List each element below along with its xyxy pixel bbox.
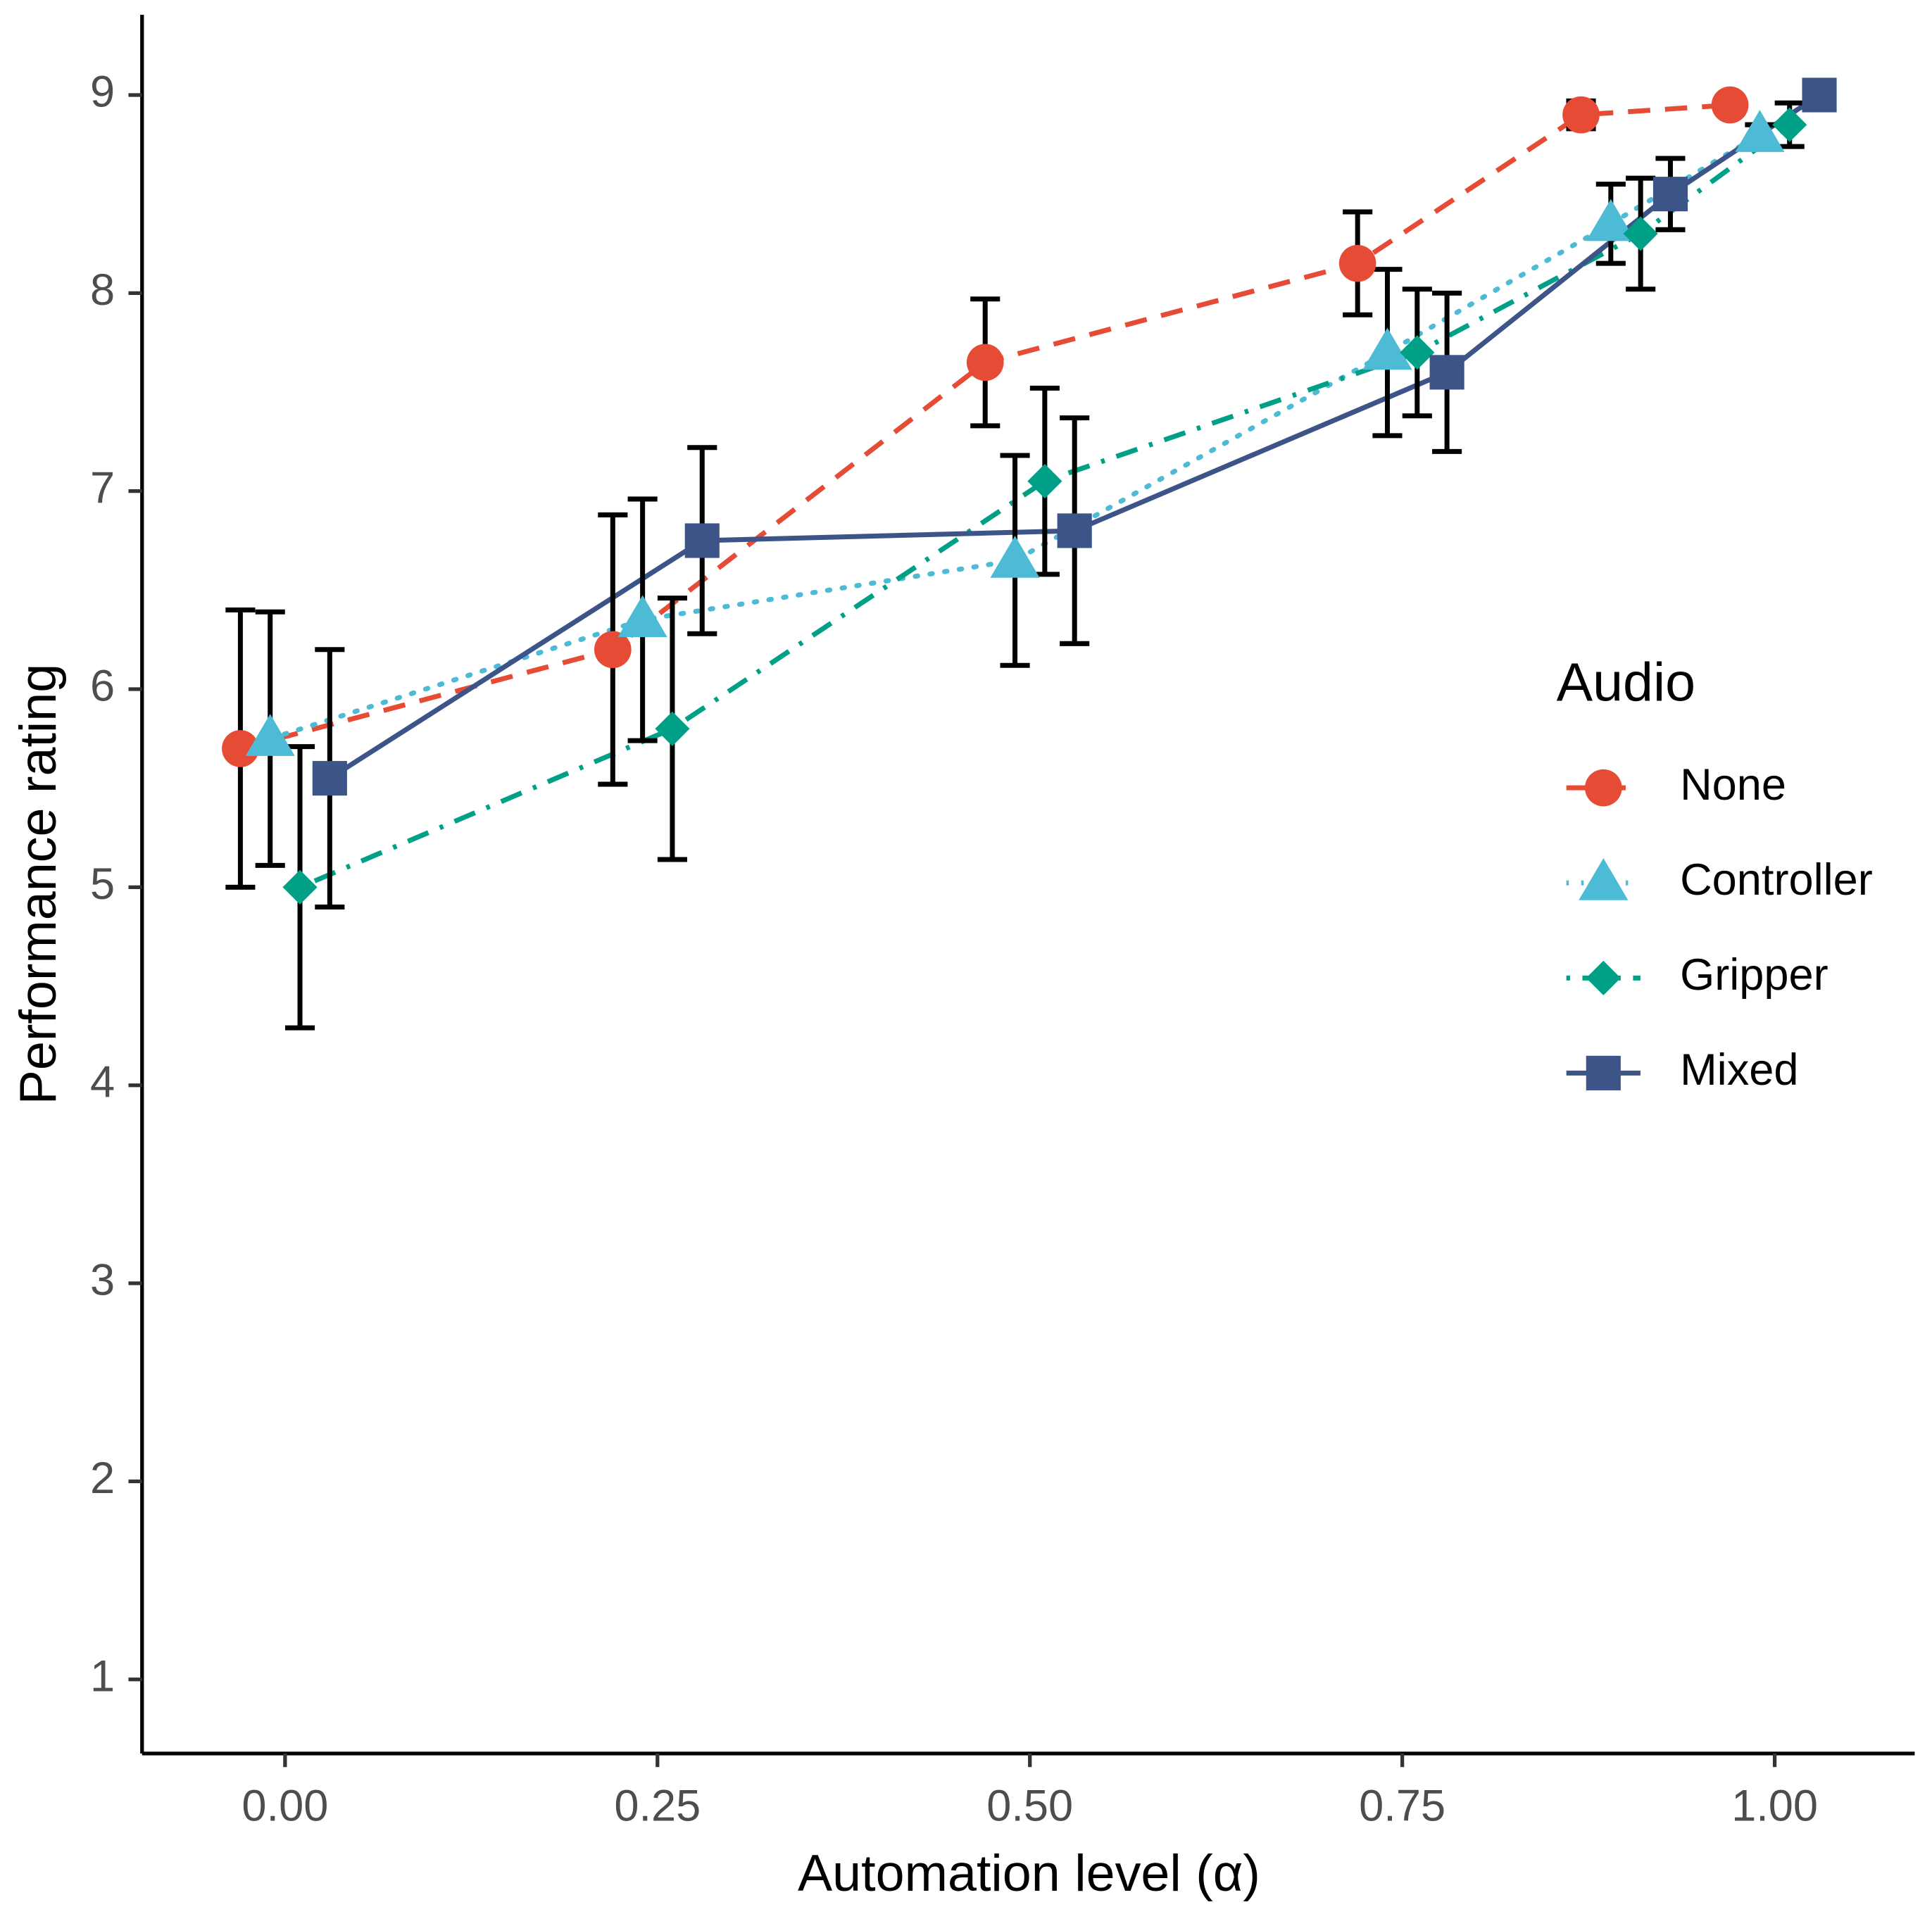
data-point [1586, 199, 1636, 241]
data-point [1057, 513, 1092, 548]
legend-label: None [1680, 760, 1786, 810]
data-point [1562, 96, 1600, 134]
y-tick-label: 1 [90, 1651, 115, 1701]
data-point [1802, 77, 1837, 113]
series-line [239, 102, 1731, 751]
data-point [966, 344, 1004, 382]
data-point [245, 714, 295, 756]
data-point [1623, 216, 1658, 251]
legend-key-marker [1586, 960, 1621, 995]
y-tick-label: 5 [90, 860, 115, 909]
x-tick-label: 1.00 [1731, 1782, 1818, 1831]
data-point [655, 711, 690, 746]
data-point [222, 730, 259, 767]
y-tick-label: 8 [90, 265, 115, 315]
y-tick-label: 3 [90, 1256, 115, 1305]
x-tick-label: 0.25 [614, 1782, 701, 1831]
data-point [1027, 464, 1062, 499]
data-point [684, 523, 720, 558]
data-point [594, 631, 632, 669]
data-point [1772, 107, 1807, 142]
y-axis-title: Performance rating [8, 664, 67, 1104]
data-point [1711, 86, 1749, 124]
y-tick-label: 2 [90, 1454, 115, 1503]
data-point [990, 536, 1040, 578]
y-tick-label: 9 [90, 68, 115, 117]
series-line [328, 93, 1821, 781]
legend-key-marker [1579, 858, 1629, 900]
series-line [268, 132, 1762, 741]
legend-label: Gripper [1680, 950, 1828, 1000]
x-axis-title: Automation level (α) [798, 1844, 1260, 1902]
legend-title: Audio [1557, 653, 1695, 713]
data-point [312, 761, 347, 796]
y-tick-label: 6 [90, 662, 115, 711]
data-point [1735, 110, 1785, 152]
y-tick-label: 4 [90, 1057, 115, 1107]
data-point [1400, 335, 1435, 370]
x-tick-label: 0.75 [1359, 1782, 1445, 1831]
x-tick-label: 0.50 [986, 1782, 1073, 1831]
data-point [1362, 327, 1412, 370]
data-point [1429, 355, 1464, 390]
data-point [1338, 244, 1376, 282]
legend-key-marker [1584, 769, 1622, 807]
data-point [282, 869, 318, 905]
legend-label: Controller [1680, 855, 1873, 905]
data-point [617, 595, 667, 638]
data-point [1652, 177, 1688, 212]
x-tick-label: 0.00 [242, 1782, 328, 1831]
legend-label: Mixed [1680, 1045, 1798, 1095]
series-line [299, 122, 1791, 890]
y-tick-label: 7 [90, 463, 115, 512]
legend-key-marker [1586, 1055, 1621, 1090]
